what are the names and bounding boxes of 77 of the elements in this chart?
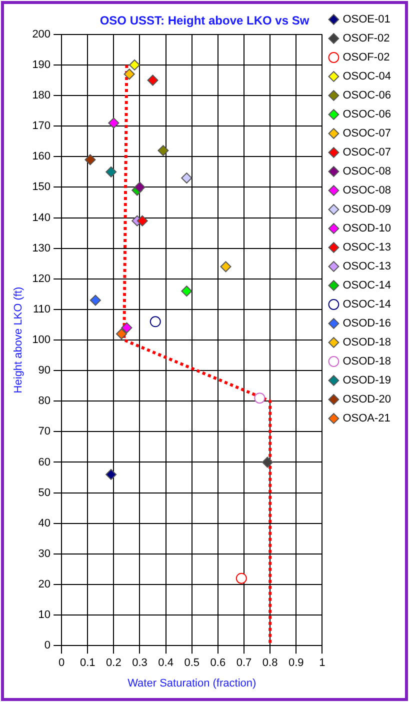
point [136, 215, 148, 226]
point [121, 322, 132, 334]
x-tick-label: 0.7 [236, 657, 252, 670]
point [90, 294, 101, 306]
legend-label: OSOD-18 [342, 356, 392, 368]
legend-label: OSOC-07 [342, 146, 392, 159]
legend-label: OSOC-08 [342, 184, 392, 197]
x-tick-label: 0.8 [262, 657, 278, 670]
y-tick-label: 150 [32, 181, 51, 194]
y-tick-label: 200 [32, 28, 51, 40]
point [116, 328, 128, 340]
x-tick-label: 0.5 [184, 657, 200, 670]
legend-label: OSOC-13 [342, 260, 392, 273]
legend-label: OSOC-06 [342, 108, 392, 121]
y-tick-label: 140 [32, 212, 51, 224]
x-tick-label: 0.6 [210, 657, 226, 670]
legend-label: OSOC-14 [342, 298, 392, 311]
legend-label: OSOA-21 [342, 412, 390, 425]
y-tick-label: 100 [32, 334, 51, 346]
y-tick-label: 90 [38, 364, 51, 377]
legend-label: OSOD-18 [342, 336, 392, 349]
y-tick-label: 110 [33, 303, 51, 316]
y-tick-label: 180 [32, 90, 51, 102]
y-tick-label: 20 [38, 578, 51, 591]
legend-label: OSOD-19 [342, 374, 392, 387]
y-tick-label: 130 [32, 242, 51, 254]
point [108, 118, 120, 129]
legend-label: OSOF-02 [342, 32, 390, 45]
y-tick-label: 120 [32, 272, 51, 285]
y-tick-label: 30 [38, 548, 51, 560]
x-tick-label: 0.1 [80, 657, 96, 670]
point [254, 392, 266, 404]
legend-label: OSOD-16 [342, 318, 392, 330]
y-tick-label: 10 [38, 609, 51, 622]
y-tick-label: 40 [38, 517, 51, 530]
y-tick-label: 160 [32, 150, 51, 163]
legend-label: OSOD-20 [342, 394, 392, 406]
point [106, 468, 117, 480]
legend-label: OSOD-09 [342, 204, 392, 216]
y-tick-label: 170 [32, 120, 51, 132]
legend-label: OSOC-04 [342, 70, 392, 83]
x-tick-label: 1 [319, 657, 326, 670]
x-tick-label: 0.9 [288, 657, 304, 670]
point [106, 166, 117, 178]
legend-label: OSOC-14 [342, 280, 392, 292]
legend-label: OSOE-01 [342, 14, 390, 26]
point [262, 456, 273, 468]
legend-label: OSOD-10 [342, 222, 392, 235]
point [236, 572, 247, 584]
y-tick-label: 70 [38, 426, 51, 438]
legend-label: OSOC-07 [342, 128, 392, 140]
y-tick-label: 0 [44, 640, 51, 652]
x-axis-title: Water Saturation (fraction) [128, 677, 256, 690]
legend-label: OSOC-08 [342, 166, 392, 178]
y-tick-label: 80 [38, 395, 51, 408]
point [220, 261, 232, 272]
point [134, 182, 146, 193]
y-tick-label: 60 [38, 456, 51, 468]
point [84, 154, 96, 166]
point [147, 74, 158, 86]
x-tick-label: 0 [58, 657, 65, 670]
point [181, 286, 192, 297]
chart-title: OSO USST: Height above LKO vs Sw [100, 14, 310, 28]
x-tick-label: 0.4 [158, 657, 174, 670]
legend-label: OSOC-06 [342, 90, 392, 102]
y-tick-label: 50 [38, 486, 51, 499]
legend-label: OSOF-02 [342, 52, 390, 64]
point [124, 68, 135, 80]
x-tick-label: 0.3 [132, 657, 148, 670]
x-tick-label: 0.2 [106, 657, 122, 670]
point [181, 172, 192, 184]
y-axis-title: Height above LKO (ft) [12, 286, 25, 394]
point [158, 145, 169, 156]
legend-label: OSOC-13 [342, 242, 392, 254]
point [150, 316, 161, 328]
y-tick-label: 190 [32, 58, 51, 71]
point [129, 59, 140, 70]
